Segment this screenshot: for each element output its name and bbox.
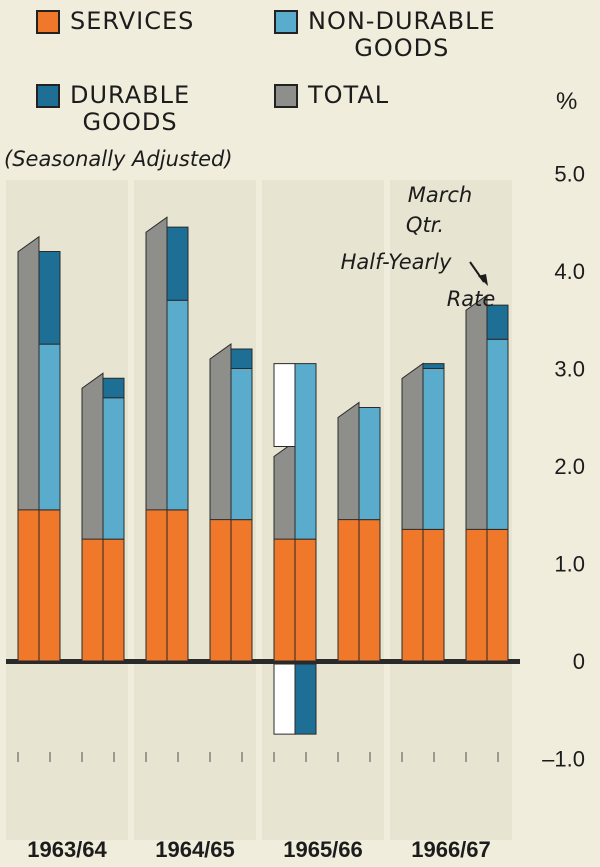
bar-durable-negative-left bbox=[273, 663, 296, 735]
bar-services bbox=[358, 519, 381, 662]
legend-label-durable: DURABLE GOODS bbox=[70, 81, 191, 136]
bar-durable bbox=[230, 348, 253, 369]
legend-swatch-durable bbox=[36, 84, 60, 108]
bar-services bbox=[102, 538, 125, 662]
y-tick-label: 2.0 bbox=[554, 454, 585, 479]
bar-durable bbox=[166, 226, 189, 301]
bar-services bbox=[38, 509, 61, 662]
y-axis-unit: % bbox=[556, 88, 578, 115]
seasonally-adjusted-note: (Seasonally Adjusted) bbox=[4, 147, 233, 171]
bar-services bbox=[230, 519, 253, 662]
legend-label-nondurable: NON-DURABLE GOODS bbox=[308, 7, 496, 62]
y-tick-label: –1.0 bbox=[542, 747, 585, 772]
bar-services-left bbox=[145, 509, 168, 662]
bar-durable bbox=[102, 377, 125, 399]
bar-durable-offset bbox=[273, 363, 296, 447]
bar-nondurable bbox=[486, 338, 509, 530]
bar-services-left bbox=[273, 538, 296, 662]
x-period-label: 1964/65 bbox=[155, 837, 235, 862]
bar-nondurable bbox=[294, 363, 317, 540]
bar-services-left bbox=[337, 519, 360, 662]
bar-services-left bbox=[17, 509, 40, 662]
x-period-label: 1965/66 bbox=[283, 837, 363, 862]
y-tick-label: 0 bbox=[573, 649, 585, 674]
bar-durable bbox=[38, 251, 61, 345]
bar-durable bbox=[486, 304, 509, 340]
x-period-label: 1963/64 bbox=[27, 837, 107, 862]
legend-total: TOTAL bbox=[274, 82, 389, 109]
bar-nondurable bbox=[358, 407, 381, 521]
bar-durable bbox=[422, 363, 445, 369]
legend-nondurable: NON-DURABLE GOODS bbox=[274, 8, 496, 62]
annotation-arrowhead bbox=[478, 274, 488, 286]
bar-services-left bbox=[465, 528, 488, 662]
zero-baseline bbox=[6, 659, 520, 664]
annotation-qtr: Qtr. bbox=[405, 213, 445, 237]
y-tick-label: 5.0 bbox=[554, 162, 585, 187]
legend-durable: DURABLE GOODS bbox=[36, 82, 190, 136]
bar-services-left bbox=[81, 538, 104, 662]
bar-services bbox=[294, 538, 317, 662]
bar-services-left bbox=[209, 519, 232, 662]
y-tick-label: 3.0 bbox=[554, 357, 585, 382]
bar-nondurable bbox=[422, 368, 445, 530]
bar-services bbox=[166, 509, 189, 662]
annotation-march: March bbox=[407, 183, 473, 207]
bar-nondurable bbox=[38, 343, 61, 511]
annotation-rate: Rate bbox=[446, 287, 496, 311]
annotation-half-yearly: Half-Yearly bbox=[340, 250, 452, 274]
legend-label-total: TOTAL bbox=[308, 81, 390, 109]
bar-durable-negative bbox=[294, 663, 317, 735]
bar-services-left bbox=[401, 528, 424, 662]
legend-swatch-total bbox=[274, 84, 298, 108]
bar-services bbox=[486, 528, 509, 662]
legend-services: SERVICES bbox=[36, 8, 194, 35]
legend-swatch-nondurable bbox=[274, 10, 298, 34]
bar-nondurable bbox=[230, 368, 253, 521]
y-tick-label: 1.0 bbox=[554, 552, 585, 577]
bar-services bbox=[422, 528, 445, 662]
x-period-label: 1966/67 bbox=[411, 837, 491, 862]
bar-nondurable bbox=[166, 299, 189, 511]
y-tick-label: 4.0 bbox=[554, 259, 585, 284]
legend-label-services: SERVICES bbox=[70, 7, 195, 35]
legend-swatch-services bbox=[36, 10, 60, 34]
bar-nondurable bbox=[102, 397, 125, 540]
